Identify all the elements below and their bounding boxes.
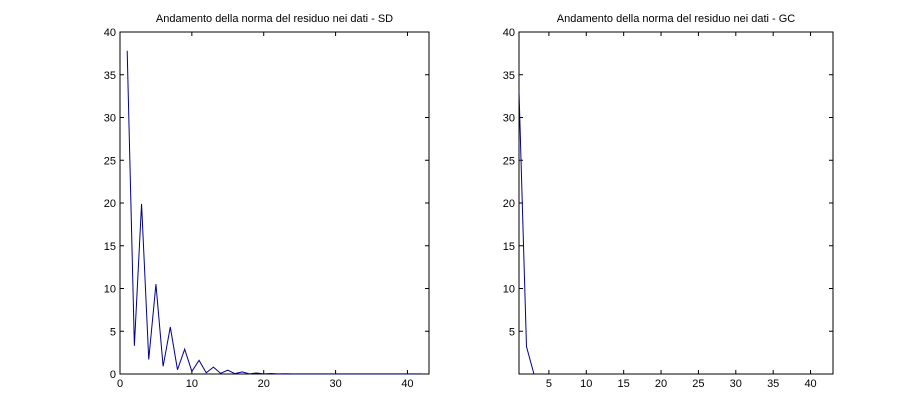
y-tick-label: 35 xyxy=(104,70,116,82)
y-tick-label: 30 xyxy=(503,113,515,125)
x-tick-label: 15 xyxy=(618,378,630,390)
x-tick-label: 30 xyxy=(329,378,341,390)
series-line xyxy=(126,50,422,375)
y-tick-label: 20 xyxy=(104,198,116,210)
y-tick-label: 40 xyxy=(104,27,116,39)
axes-box xyxy=(119,31,430,375)
y-tick-label: 40 xyxy=(503,27,515,39)
y-tick-label: 5 xyxy=(509,326,515,338)
y-tick-label: 5 xyxy=(110,326,116,338)
chart-title: Andamento della norma del residuo nei da… xyxy=(557,13,796,25)
y-tick-label: 10 xyxy=(503,284,515,296)
chart-title: Andamento della norma del residuo nei da… xyxy=(156,13,393,25)
x-tick-label: 40 xyxy=(401,378,413,390)
x-tick-label: 35 xyxy=(767,378,779,390)
y-tick-label: 25 xyxy=(503,155,515,167)
chart-sd: Andamento della norma del residuo nei da… xyxy=(104,13,430,390)
x-tick-label: 20 xyxy=(655,378,667,390)
y-tick-label: 25 xyxy=(104,155,116,167)
y-tick-label: 15 xyxy=(104,241,116,253)
y-tick-label: 0 xyxy=(110,369,116,381)
y-tick-label: 30 xyxy=(104,113,116,125)
x-tick-label: 40 xyxy=(804,378,816,390)
x-tick-label: 10 xyxy=(580,378,592,390)
series-line xyxy=(518,90,535,375)
x-tick-label: 10 xyxy=(186,378,198,390)
axes-box xyxy=(518,31,834,375)
y-tick-label: 35 xyxy=(503,70,515,82)
x-tick-label: 30 xyxy=(730,378,742,390)
x-tick-label: 25 xyxy=(692,378,704,390)
chart-gc: Andamento della norma del residuo nei da… xyxy=(503,13,834,390)
y-tick-label: 20 xyxy=(503,198,515,210)
x-tick-label: 5 xyxy=(546,378,552,390)
y-tick-label: 10 xyxy=(104,284,116,296)
x-tick-label: 0 xyxy=(117,378,123,390)
y-tick-label: 15 xyxy=(503,241,515,253)
x-tick-label: 20 xyxy=(258,378,270,390)
